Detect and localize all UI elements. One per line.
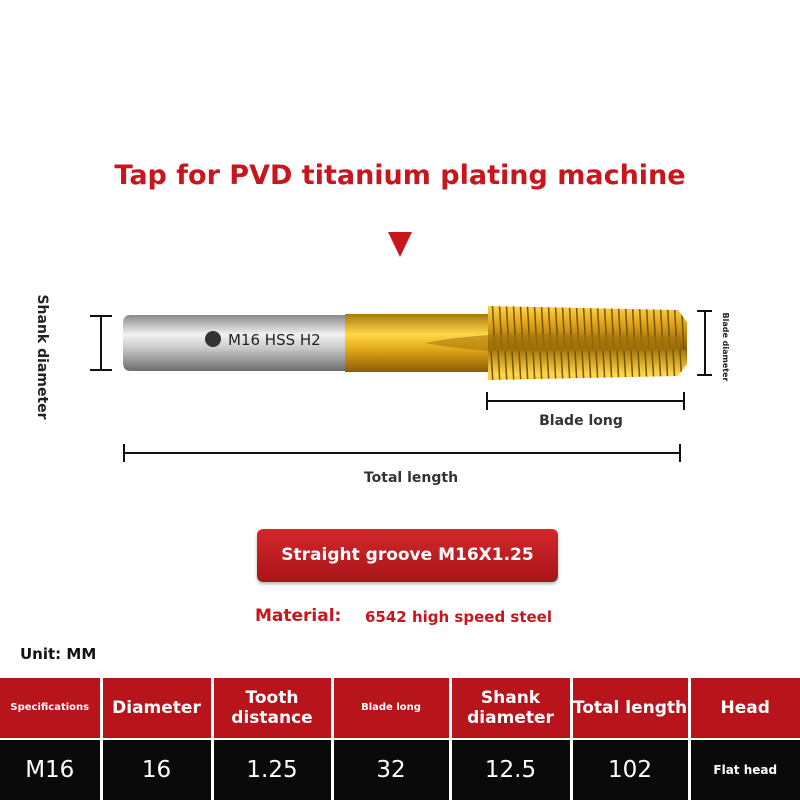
- table-cell: 32: [330, 738, 450, 800]
- data-row: M16 16 1.25 32 12.5 102 Flat head: [0, 738, 800, 800]
- table-cell: 102: [569, 738, 689, 800]
- table-cell: Total length: [569, 678, 689, 739]
- table-cell: Diameter: [99, 678, 212, 739]
- table-cell: Flat head: [687, 738, 800, 800]
- spec-table: Specifications Diameter Tooth distance Blad…: [0, 678, 800, 800]
- title: Tap for PVD titanium plating machine: [114, 160, 686, 191]
- table-cell: 1.25: [210, 738, 332, 800]
- shank: [123, 315, 345, 371]
- table-cell: Shank diameter: [448, 678, 571, 739]
- arrow: [388, 232, 412, 257]
- marking: M16 HSS H2: [228, 331, 321, 349]
- table-cell: 12.5: [448, 738, 571, 800]
- material-label: Material:: [255, 606, 342, 626]
- table-cell: Specifications: [0, 678, 101, 739]
- spec-button: Straight groove M16X1.25: [257, 529, 558, 582]
- groove: [425, 333, 680, 353]
- table-cell: Tooth distance: [210, 678, 332, 739]
- table-cell: 16: [99, 738, 212, 800]
- blade-diameter-label: Blade diameter: [721, 313, 730, 382]
- table-cell: Head: [687, 678, 800, 739]
- material-value: 6542 high speed steel: [365, 608, 552, 626]
- table-cell: Blade long: [330, 678, 450, 739]
- blade-long-label: Blade long: [539, 413, 623, 429]
- unit: Unit: MM: [20, 645, 97, 663]
- shank-diameter-label: Shank diameter: [34, 294, 50, 419]
- diagram: M16 HSS H2 Shank diameter Blade diameter…: [34, 232, 730, 486]
- logo: [205, 331, 221, 347]
- header-row: Specifications Diameter Tooth distance Blad…: [0, 678, 800, 739]
- table-cell: M16: [0, 738, 101, 800]
- dimension-lines: [90, 310, 712, 462]
- total-length-label: Total length: [364, 470, 458, 486]
